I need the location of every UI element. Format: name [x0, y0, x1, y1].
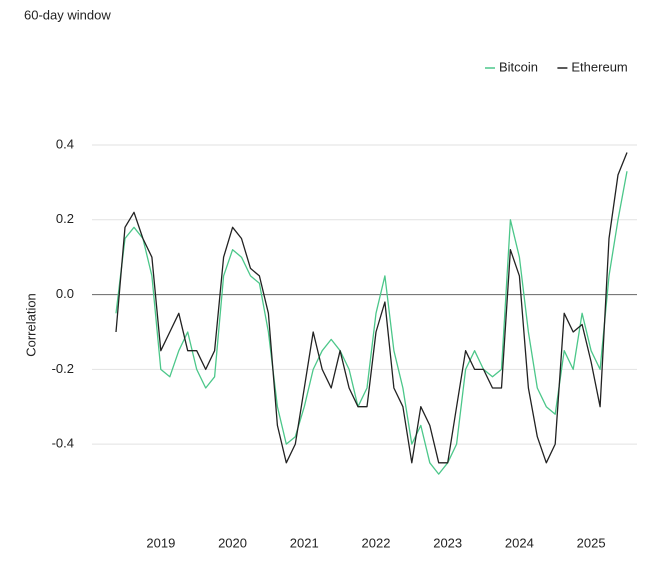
x-tick-label: 2019 — [146, 535, 175, 550]
y-axis-label: Correlation — [23, 293, 38, 357]
x-tick-label: 2024 — [505, 535, 534, 550]
chart-subtitle: 60-day window — [24, 7, 111, 22]
legend-label: Ethereum — [571, 59, 627, 74]
y-tick-label: 0.4 — [56, 136, 74, 151]
x-tick-label: 2020 — [218, 535, 247, 550]
legend-label: Bitcoin — [499, 59, 538, 74]
x-tick-label: 2022 — [362, 535, 391, 550]
y-tick-label: 0.2 — [56, 211, 74, 226]
y-tick-label: -0.4 — [52, 436, 74, 451]
y-tick-label: -0.2 — [52, 361, 74, 376]
series-line — [115, 171, 628, 475]
x-tick-label: 2025 — [577, 535, 606, 550]
y-tick-label: 0.0 — [56, 286, 74, 301]
x-tick-label: 2023 — [433, 535, 462, 550]
x-tick-label: 2021 — [290, 535, 319, 550]
series-line — [115, 152, 628, 464]
